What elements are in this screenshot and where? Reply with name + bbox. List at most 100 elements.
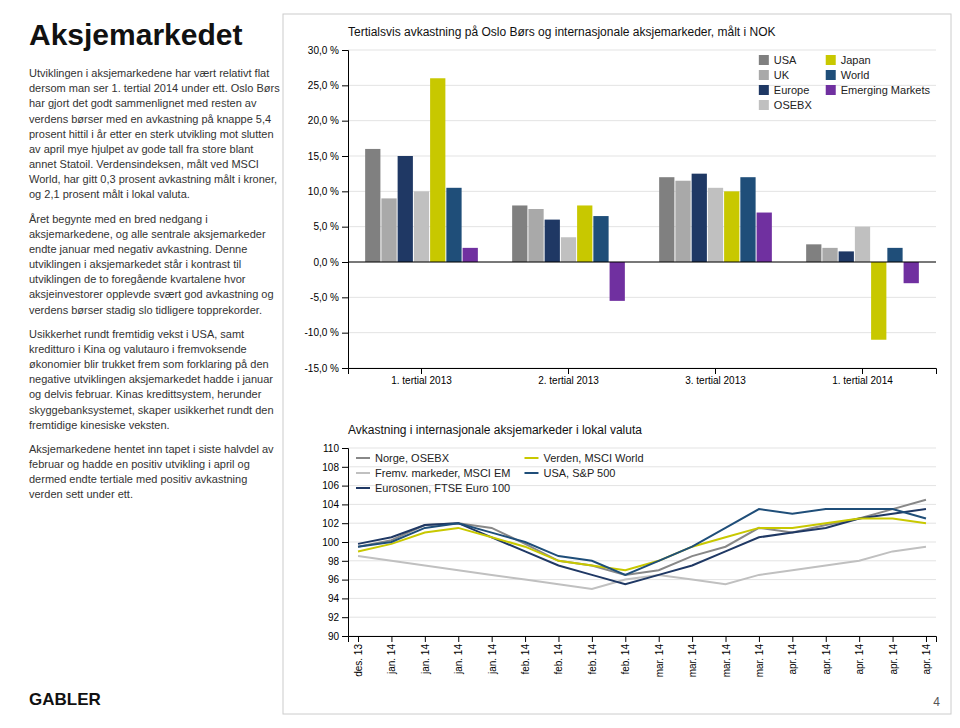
y-axis: -15,0 %-10,0 %-5,0 %0,0 %5,0 %10,0 %15,0… [305,45,349,374]
tick: apr. 14 [888,636,899,675]
tick-label: feb. 14 [587,644,598,675]
tick: 1. tertial 2013 [391,368,452,386]
body-paragraph: Utviklingen i aksjemarkedene har vært re… [29,66,281,203]
bar [577,205,592,262]
bar [806,244,821,262]
tick: 108 [322,462,348,473]
legend-label: Verden, MSCI World [543,452,643,464]
tick-line [342,191,348,192]
bar-series [398,156,854,262]
tick-line [726,636,727,642]
legend-label: Eurosonen, FTSE Euro 100 [375,482,510,494]
grid-line [348,560,936,561]
zero-line [348,262,936,263]
tick: -5,0 % [310,292,348,303]
tick: apr. 14 [821,636,832,675]
tick-label: feb. 14 [620,644,631,675]
legend-item: Norge, OSEBX [356,452,450,464]
tick-line [859,636,860,642]
tick-label: 0,0 % [313,257,339,268]
tick: 110 [323,443,348,454]
tick: apr. 14 [787,636,798,675]
legend-swatch [759,70,769,80]
line-chart: 9092949698100102104106108110des. 13jan. … [322,423,936,677]
tick-label: apr. 14 [821,644,832,675]
tick-label: 108 [322,462,339,473]
axis-line [342,449,349,637]
bar [757,213,772,262]
tick-line [893,636,894,642]
legend-swatch [356,487,370,489]
grid [348,448,936,636]
tick: 96 [328,574,348,585]
legend-label: Norge, OSEBX [375,452,450,464]
tick-line [592,636,593,642]
lines [358,500,926,589]
tick: 20,0 % [308,115,348,126]
text-panel: AksjemarkedetUtviklingen i aksjemarkeden… [29,12,281,714]
grid-line [348,332,936,333]
tick-line [342,636,348,637]
tick: apr. 14 [854,636,865,675]
tick: 25,0 % [308,80,348,91]
legend-label: World [841,69,870,81]
bar-series [430,78,886,339]
legend-item: Fremv. markeder, MSCI EM [356,467,510,479]
grid-line [348,504,936,505]
tick-line [342,580,348,581]
legend-swatch [524,472,538,474]
tick-line [391,636,392,642]
grid [348,50,936,368]
tick-label: apr. 14 [787,644,798,675]
x-axis: des. 13jan. 14jan. 14jan. 14jan. 14feb. … [349,636,937,677]
tick-label: mar. 14 [754,644,765,678]
tick-label: 102 [322,518,339,529]
x-axis: 1. tertial 20132. tertial 20133. tertial… [349,368,937,386]
tick-label: 104 [322,499,339,510]
grid-line [348,448,936,449]
tick-label: -15,0 % [305,363,340,374]
tick-label: 5,0 % [313,221,339,232]
bar [822,248,837,262]
tick-label: apr. 14 [921,644,932,675]
axis-line [349,369,937,375]
tick: mar. 14 [654,636,665,677]
body-paragraph: Aksjemarkedene hentet inn tapet i siste … [29,442,281,503]
tick-line [342,227,348,228]
tick-line [342,598,348,599]
tick: feb. 14 [587,636,598,675]
bar [561,237,576,262]
tick-line [715,368,716,374]
bar [871,262,886,340]
tick: 0,0 % [313,257,348,268]
tick: jan. 14 [420,636,431,675]
bars [365,78,919,339]
bar [430,78,445,262]
tick-line [421,368,422,374]
bar [855,227,870,262]
tick-line [342,50,348,51]
tick: 10,0 % [308,186,348,197]
legend-item: Verden, MSCI World [524,452,643,464]
tick-line [342,448,348,449]
bar [463,248,478,262]
tick: -15,0 % [305,363,348,374]
tick-label: -5,0 % [310,292,339,303]
bar [887,248,902,262]
legend-swatch [356,457,370,459]
body-paragraph: Året begynte med en bred nedgang i aksje… [29,212,281,318]
tick-line [342,467,348,468]
chart-title: Tertialsvis avkastning på Oslo Børs og i… [348,25,776,39]
bar [675,181,690,262]
tick: 98 [328,556,348,567]
bar-chart: -15,0 %-10,0 %-5,0 %0,0 %5,0 %10,0 %15,0… [305,25,937,386]
bar [659,177,674,262]
tick-label: 25,0 % [308,80,339,91]
tick: mar. 14 [754,636,765,677]
legend-item: Europe [759,84,809,96]
bar [740,177,755,262]
legend-swatch [524,457,538,459]
legend-label: USA [774,54,797,66]
legend: Norge, OSEBX Fremv. markeder, MSCI EM Euro… [356,452,644,494]
line [358,509,926,575]
